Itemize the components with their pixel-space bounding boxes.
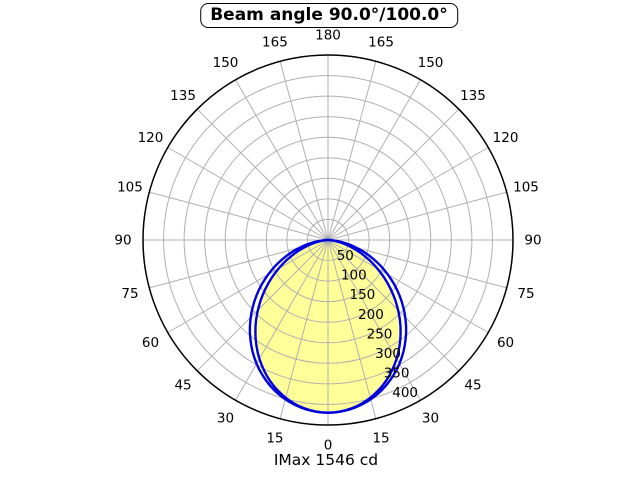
grid-spoke [167, 239, 329, 333]
angular-tick-label: 45 [464, 378, 481, 394]
grid-spoke [327, 61, 377, 241]
beam-curve [248, 238, 408, 414]
angular-tick-label: 120 [493, 130, 519, 146]
angular-tick-label: 90 [524, 233, 541, 249]
angular-tick-label: 75 [517, 286, 534, 302]
grid-spoke [327, 108, 460, 241]
grid-spoke [235, 79, 329, 241]
angular-tick-label: 60 [142, 335, 159, 351]
radial-tick-label: 100 [341, 268, 367, 284]
angular-tick-label: 15 [266, 431, 283, 447]
angular-tick-label: 105 [513, 180, 539, 196]
grid-spoke [196, 239, 329, 372]
radial-tick-label: 350 [384, 365, 410, 381]
angular-tick-label: 135 [460, 88, 486, 104]
angular-tick-label: 60 [497, 335, 514, 351]
grid-spoke [196, 108, 329, 241]
angular-tick-label: 150 [213, 55, 239, 71]
grid-spoke [327, 239, 460, 372]
angular-tick-label: 180 [315, 28, 341, 44]
angular-tick-label: 150 [418, 55, 444, 71]
angular-tick-label: 105 [117, 180, 143, 196]
angular-tick-label: 135 [170, 88, 196, 104]
angular-tick-label: 30 [422, 410, 439, 426]
grid-spoke [327, 239, 489, 333]
imax-label: IMax 1546 cd [273, 451, 379, 469]
angular-tick-label: 30 [217, 410, 234, 426]
grid-spoke [327, 239, 421, 401]
grid-spoke [327, 239, 377, 419]
grid-spoke [279, 61, 329, 241]
radial-tick-label: 150 [350, 287, 376, 303]
grid-spoke [327, 147, 489, 241]
outer-circle [142, 54, 514, 426]
grid-spoke [327, 79, 421, 241]
angular-tick-label: 120 [138, 130, 164, 146]
grid-spoke [279, 239, 329, 419]
radial-tick-label: 250 [367, 326, 393, 342]
angular-tick-label: 165 [262, 35, 288, 51]
radial-tick-label: 200 [358, 307, 384, 323]
radial-tick-label: 400 [392, 385, 418, 401]
angular-tick-label: 75 [121, 286, 138, 302]
grid-spoke [327, 191, 507, 241]
angular-tick-label: 165 [368, 35, 394, 51]
angular-tick-label: 15 [372, 431, 389, 447]
radial-tick-label: 300 [375, 346, 401, 362]
angular-tick-label: 0 [324, 438, 333, 454]
chart-title: Beam angle 90.0°/100.0° [200, 3, 458, 28]
angular-tick-label: 90 [114, 233, 131, 249]
angular-tick-label: 45 [174, 378, 191, 394]
grid-spoke [235, 239, 329, 401]
radial-tick-label: 50 [337, 248, 354, 264]
grid-spoke [167, 147, 329, 241]
grid-spoke [149, 191, 329, 241]
